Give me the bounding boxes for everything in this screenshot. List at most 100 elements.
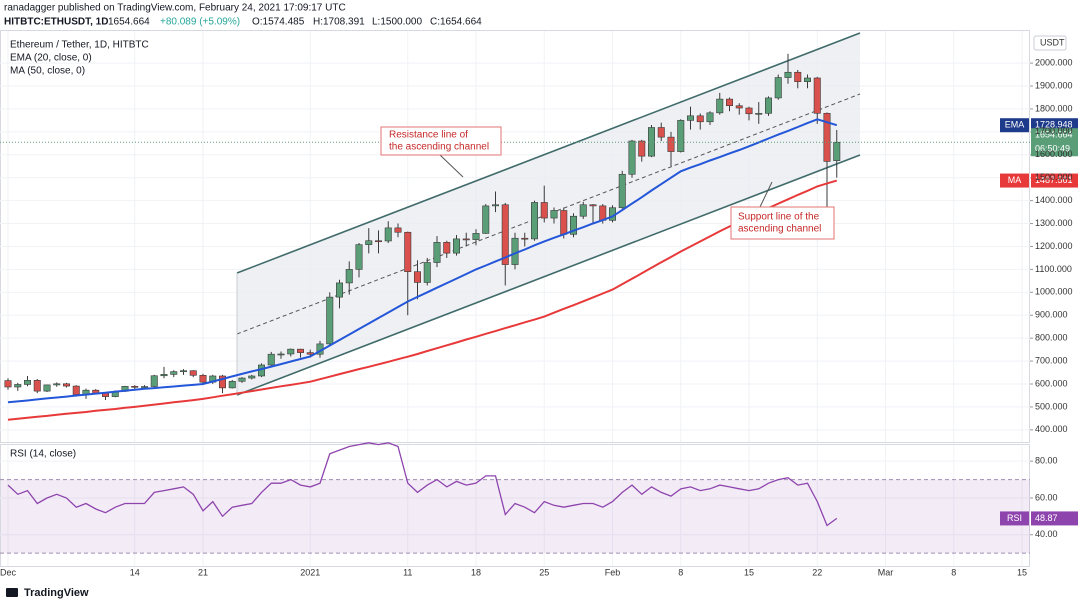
annotation-text: Support line of the	[738, 212, 820, 223]
candle-body	[706, 112, 714, 123]
candle-body	[433, 242, 441, 263]
y-tick-label: 400.000	[1035, 424, 1068, 434]
annotation-text: ascending channel	[738, 224, 821, 235]
candle-body	[404, 231, 412, 272]
indicator-line	[7, 179, 838, 421]
rsi-line	[7, 442, 838, 527]
y-tick-label: 1500.000	[1035, 172, 1073, 182]
candle-body	[413, 271, 421, 283]
y-tick-label: 80.00	[1035, 456, 1058, 466]
candle-body	[423, 262, 431, 283]
y-tick-label: 1200.000	[1035, 241, 1073, 251]
candle-body	[374, 240, 382, 243]
y-tick-label: 2000.000	[1035, 57, 1073, 67]
candle-body	[23, 380, 31, 385]
y-tick-label: 1100.000	[1035, 264, 1072, 274]
ohlc-high: H:1708.391	[313, 17, 365, 28]
badge-tag	[1000, 173, 1029, 188]
y-tick-label: 1400.000	[1035, 195, 1073, 205]
channel-midline	[236, 93, 861, 335]
price-badge	[1031, 173, 1078, 188]
candle-body	[170, 371, 178, 375]
resistance-line	[236, 32, 861, 274]
candle-body	[784, 71, 792, 78]
candle-body	[560, 210, 568, 235]
candle-body	[696, 115, 704, 123]
ohlc-low: L:1500.000	[372, 17, 422, 28]
candle-body	[452, 238, 460, 254]
candle-body	[482, 205, 490, 234]
badge-value: 1728.948	[1035, 120, 1073, 130]
candle-body	[813, 77, 821, 114]
candle-body	[53, 383, 61, 386]
last-price: 1654.664	[108, 17, 150, 28]
indicator-line	[7, 118, 838, 404]
candle-body	[180, 370, 188, 373]
x-tick-label: Feb	[605, 567, 621, 577]
y-tick-label: 800.000	[1035, 333, 1068, 343]
candle-body	[160, 374, 168, 377]
badge-tag-label: EMA	[1005, 120, 1025, 130]
candle-body	[823, 112, 831, 162]
candle-body	[345, 269, 353, 284]
candle-body	[238, 377, 246, 382]
candle-body	[443, 242, 451, 254]
candle-body	[131, 385, 139, 388]
candle-body	[657, 127, 665, 138]
x-tick-label: 14	[130, 567, 140, 577]
candle-body	[745, 107, 753, 115]
candle-body	[62, 383, 70, 387]
candle-body	[365, 240, 373, 245]
candle-body	[764, 97, 772, 114]
annotation-arrow	[439, 154, 464, 178]
x-tick-label: Dec	[0, 567, 16, 577]
x-tick-label: 15	[744, 567, 754, 577]
y-tick-label: 1600.000	[1035, 149, 1073, 159]
change: +80.089 (+5.09%)	[160, 17, 240, 28]
x-tick-label: 11	[403, 567, 412, 577]
y-tick-label: 900.000	[1035, 310, 1068, 320]
rsi-pane	[0, 444, 1030, 567]
candle-body	[384, 227, 392, 242]
x-tick-label: Mar	[878, 567, 894, 577]
y-tick-label: 1000.000	[1035, 287, 1073, 297]
rsi-title: RSI (14, close)	[10, 449, 76, 460]
legend-entry: MA (50, close, 0)	[10, 66, 85, 77]
candle-body	[550, 210, 558, 219]
y-tick-label: 1300.000	[1035, 218, 1073, 228]
candle-body	[4, 380, 12, 388]
candle-body	[199, 374, 207, 383]
x-tick-label: 21	[198, 567, 208, 577]
annotation-text: the ascending channel	[389, 142, 489, 153]
candle-body	[355, 244, 363, 270]
x-tick-label: 2021	[300, 567, 320, 577]
chart-title: Ethereum / Tether, 1D, HITBTC	[10, 40, 149, 51]
price-badge	[1031, 128, 1078, 157]
badge-tag-label: MA	[1008, 175, 1022, 185]
candle-body	[833, 141, 841, 161]
price-badge	[1031, 511, 1078, 526]
countdown: 06:50:49	[1035, 144, 1070, 154]
candle-body	[43, 384, 51, 392]
candle-body	[189, 370, 197, 376]
candle-body	[462, 238, 470, 241]
candle-body	[287, 348, 295, 355]
brand: TradingView	[24, 587, 89, 599]
y-tick-label: 600.000	[1035, 378, 1068, 388]
candle-body	[296, 348, 304, 353]
candle-body	[755, 112, 763, 115]
candle-body	[589, 204, 597, 207]
candle-body	[267, 353, 275, 366]
currency-badge	[1033, 35, 1067, 51]
badge-value: 48.87	[1035, 513, 1058, 523]
x-tick-label: 15	[1017, 567, 1027, 577]
y-tick-label: 500.000	[1035, 401, 1068, 411]
annotation-box	[730, 206, 835, 240]
candle-body	[569, 215, 577, 235]
candle-body	[686, 115, 694, 121]
channel-fill	[237, 33, 860, 395]
candle-body	[219, 375, 227, 389]
candle-body	[491, 204, 499, 207]
